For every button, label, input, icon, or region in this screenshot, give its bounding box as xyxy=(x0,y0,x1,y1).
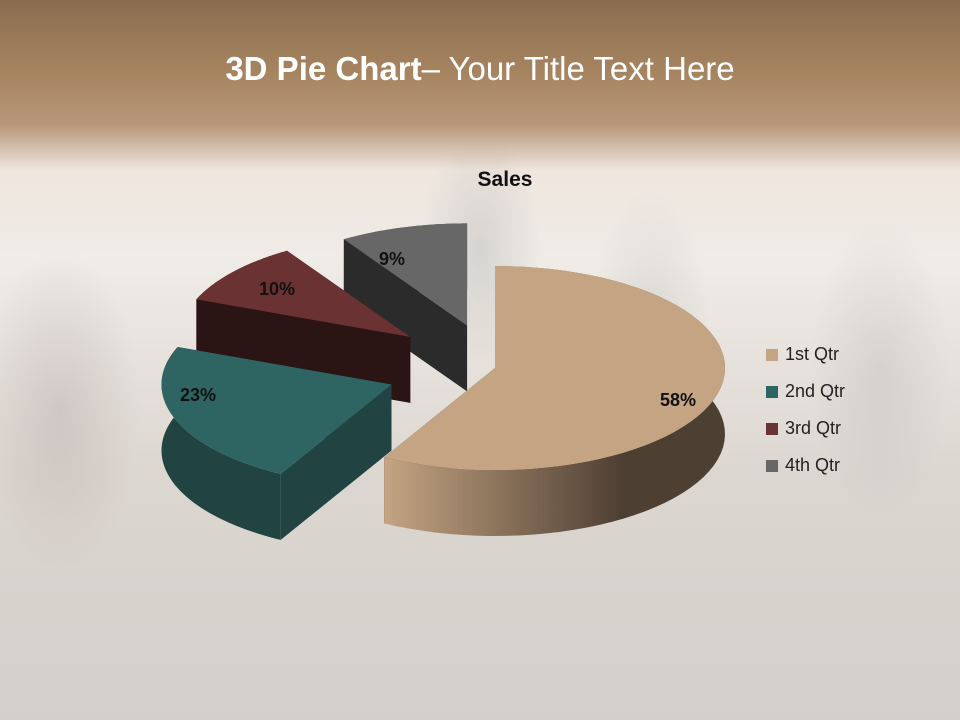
legend-swatch xyxy=(766,348,778,361)
data-label-2nd-qtr: 23% xyxy=(180,385,217,405)
slice-top-face xyxy=(161,346,392,474)
pie-slice-3rd-qtr xyxy=(196,250,411,403)
pie-slice-4th-qtr xyxy=(343,223,468,392)
legend-swatch xyxy=(766,459,778,472)
data-label-3rd-qtr: 10% xyxy=(259,279,296,299)
chart-title: Sales xyxy=(477,168,533,191)
legend-swatch xyxy=(766,422,778,435)
slice-top-face xyxy=(343,223,468,326)
pie-slice-1st-qtr xyxy=(384,266,725,536)
legend-item-1st-qtr: 1st Qtr xyxy=(766,336,845,373)
pie-slice-2nd-qtr xyxy=(161,346,392,540)
slice-outer-wall xyxy=(161,346,281,540)
legend: 1st Qtr 2nd Qtr 3rd Qtr 4th Qtr xyxy=(766,336,845,484)
data-label-4th-qtr: 9% xyxy=(379,249,406,269)
legend-item-3rd-qtr: 3rd Qtr xyxy=(766,410,845,447)
legend-item-2nd-qtr: 2nd Qtr xyxy=(766,373,845,410)
legend-item-4th-qtr: 4th Qtr xyxy=(766,447,845,484)
slice-top-face xyxy=(196,250,411,337)
legend-swatch xyxy=(766,385,778,398)
data-label-1st-qtr: 58% xyxy=(660,390,697,410)
slide-title: 3D Pie Chart– Your Title Text Here xyxy=(225,50,735,87)
slice-top-face xyxy=(384,266,725,470)
